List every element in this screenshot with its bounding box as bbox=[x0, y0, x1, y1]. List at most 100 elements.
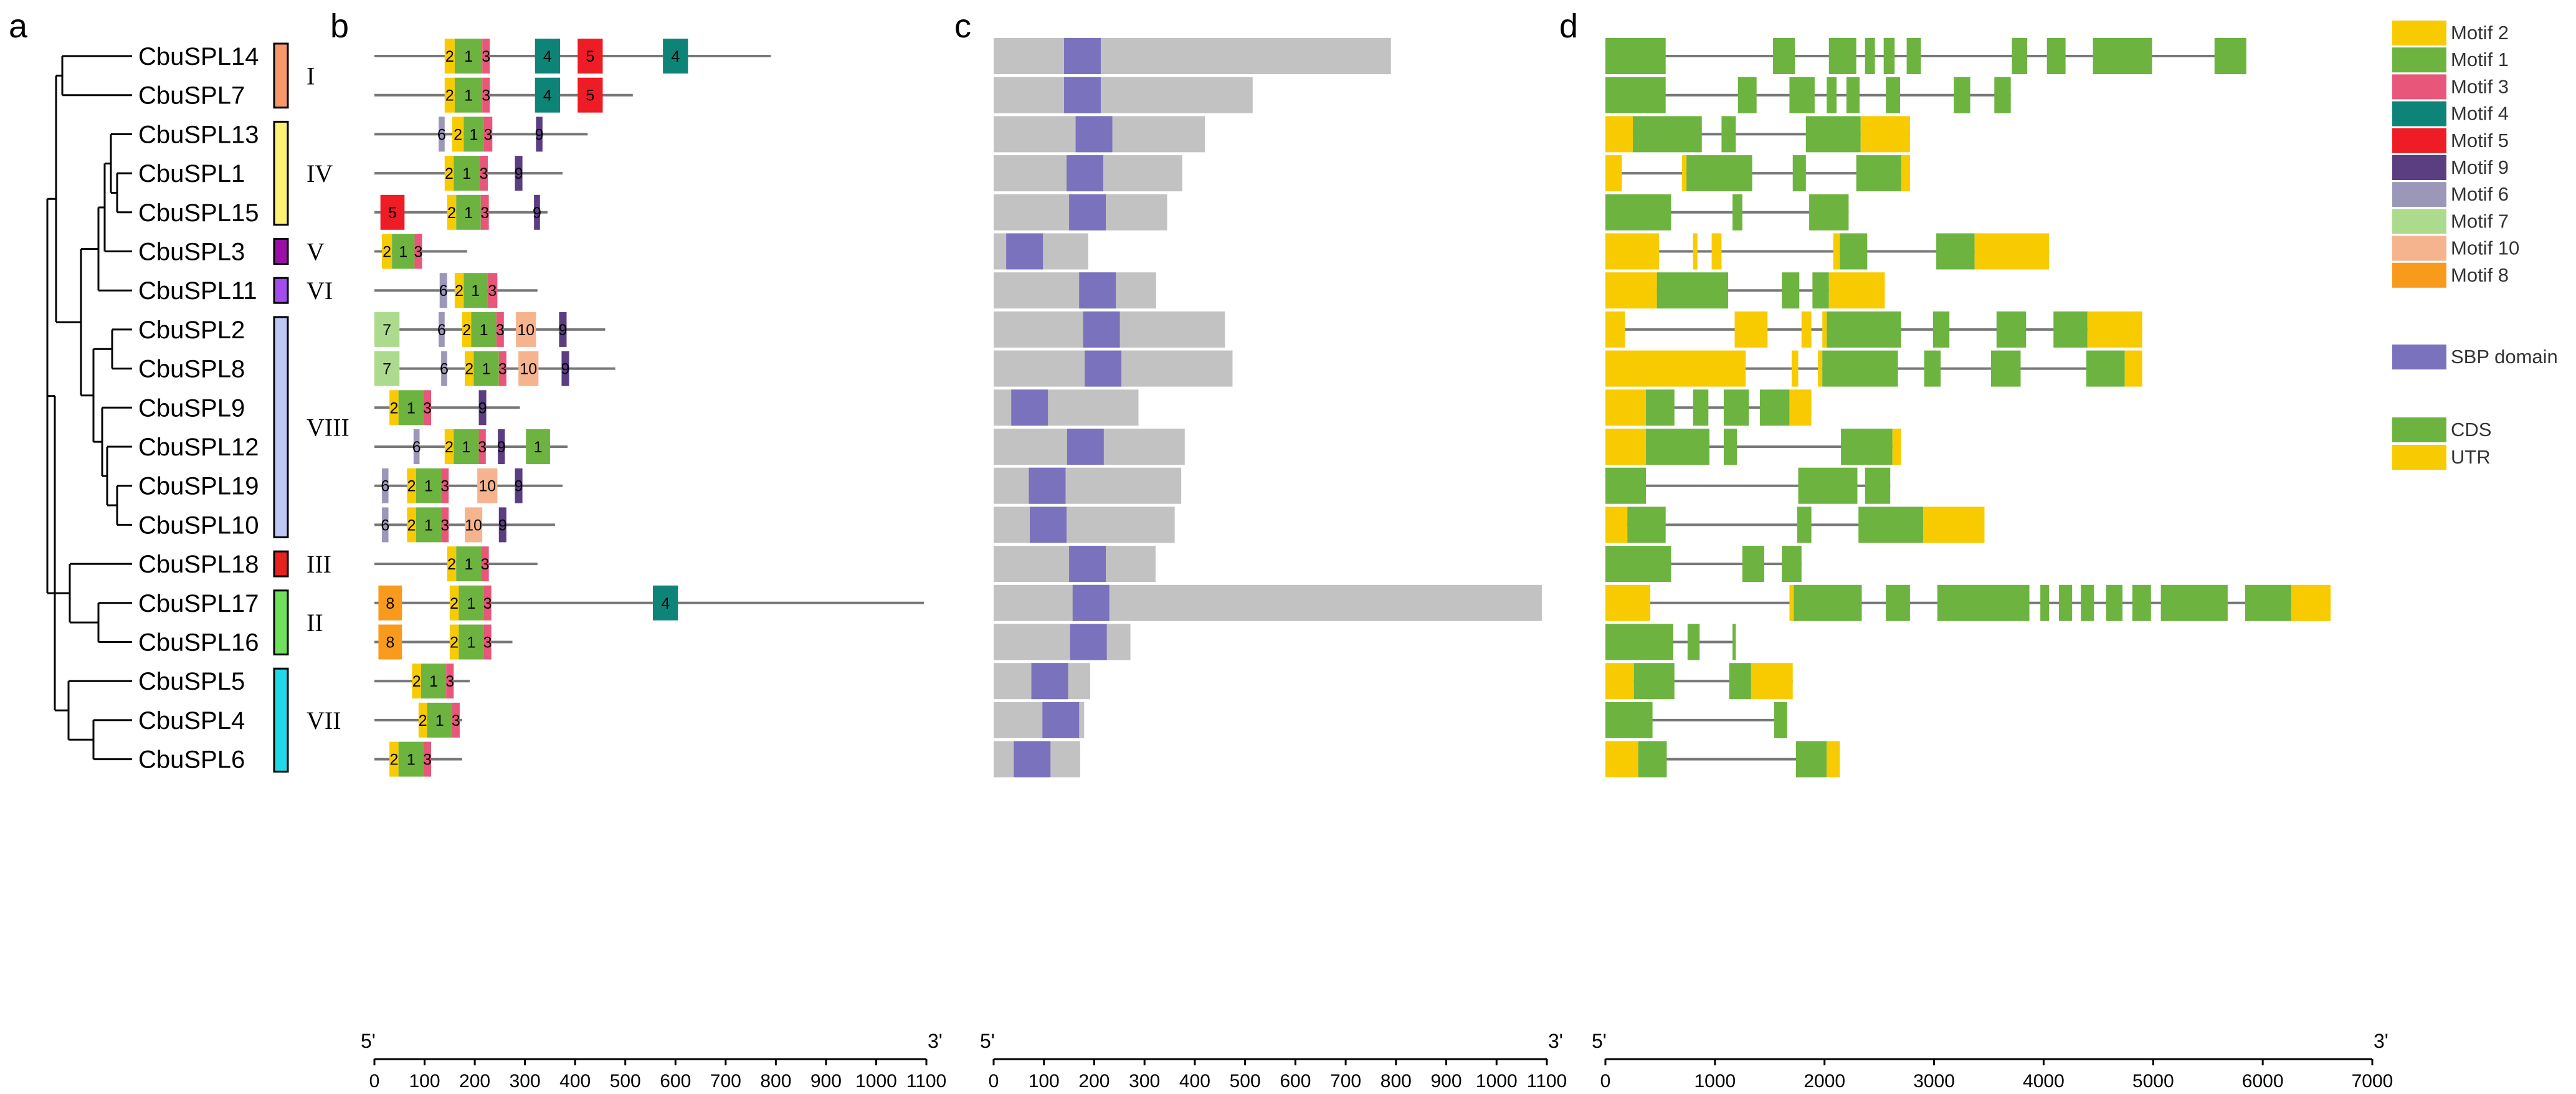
motif-1-box bbox=[416, 507, 442, 543]
cds-block bbox=[1936, 233, 1975, 270]
tick-label: 6000 bbox=[2242, 1071, 2284, 1092]
motif-7-box bbox=[374, 351, 400, 386]
panel-letter-b: b bbox=[330, 7, 349, 45]
motif-number: 4 bbox=[543, 48, 552, 65]
motif-number: 6 bbox=[381, 516, 389, 534]
motif-1-box bbox=[398, 741, 424, 777]
motif-number: 3 bbox=[440, 516, 449, 534]
motif-number: 5 bbox=[388, 204, 397, 222]
motif-9-box bbox=[561, 351, 569, 386]
gene-label: CbuSPL2 bbox=[138, 316, 245, 344]
utr-block bbox=[1605, 741, 1638, 778]
motif-2-box bbox=[447, 194, 457, 230]
tick-label: 600 bbox=[1280, 1071, 1311, 1092]
motif-number: 2 bbox=[455, 282, 463, 300]
gene-label: CbuSPL13 bbox=[138, 121, 259, 148]
motif-number: 1 bbox=[482, 361, 491, 378]
cds-block bbox=[2040, 584, 2050, 621]
sbp-domain bbox=[1006, 233, 1043, 270]
sbp-domain bbox=[1029, 467, 1066, 504]
group-bracket bbox=[273, 42, 289, 109]
utr-block bbox=[1682, 155, 1687, 192]
motif-2-box bbox=[407, 507, 416, 543]
axis-c: 0 100 200 300 400 500 600 700 800 900 1000 1100 5' 3' bbox=[980, 1030, 1567, 1092]
legend-swatch bbox=[2392, 235, 2446, 261]
cds-block bbox=[1638, 741, 1667, 778]
utr-block bbox=[1860, 116, 1910, 153]
cds-block bbox=[1797, 507, 1812, 543]
motif-5-box bbox=[577, 39, 603, 74]
cds-block bbox=[1632, 116, 1702, 153]
sbp-domain bbox=[1067, 155, 1103, 192]
motif-2-box bbox=[449, 624, 459, 660]
motif-3-box bbox=[423, 741, 432, 777]
motif-number: 6 bbox=[437, 321, 446, 339]
motif-3-box bbox=[496, 312, 504, 347]
motif-1-box bbox=[421, 664, 447, 699]
motif-2-box bbox=[389, 741, 399, 777]
motif-number: 9 bbox=[561, 361, 570, 378]
legend: Motif 2 Motif 1 Motif 3 Motif 4 Motif 5 Motif… bbox=[2392, 21, 2558, 470]
motif-number: 3 bbox=[496, 321, 505, 339]
motif-6-box bbox=[439, 117, 445, 152]
cds-block bbox=[1906, 38, 1921, 74]
cds-block bbox=[1809, 194, 1849, 231]
motif-number: 1 bbox=[462, 165, 471, 183]
sbp-domain bbox=[1031, 663, 1068, 700]
sbp-domain bbox=[1014, 741, 1051, 778]
motif-6-box bbox=[382, 507, 389, 543]
sbp-domain bbox=[1069, 194, 1106, 231]
motif-number: 1 bbox=[464, 87, 473, 105]
cds-block bbox=[1605, 624, 1674, 660]
cds-block bbox=[1996, 311, 2027, 348]
motif-number: 1 bbox=[424, 478, 433, 495]
gene-label: CbuSPL12 bbox=[138, 434, 259, 461]
motif-number: 9 bbox=[498, 516, 507, 534]
group-label: VII bbox=[307, 706, 341, 735]
motif-3-box bbox=[483, 624, 492, 660]
motif-3-box bbox=[446, 664, 454, 699]
motif-number: 2 bbox=[407, 516, 416, 534]
motif-2-box bbox=[449, 585, 459, 621]
motif-number: 3 bbox=[440, 478, 449, 495]
motif-number: 2 bbox=[447, 204, 456, 222]
motif-number: 3 bbox=[483, 126, 492, 143]
utr-block bbox=[2124, 350, 2142, 387]
tick-label: 0 bbox=[369, 1071, 380, 1092]
cds-block bbox=[1991, 350, 2021, 387]
cds-block bbox=[2046, 38, 2066, 74]
motif-3-box bbox=[452, 702, 460, 738]
motif-1-box bbox=[454, 39, 483, 74]
utr-block bbox=[1827, 741, 1840, 778]
tick-label: 600 bbox=[660, 1071, 691, 1092]
axis-end-label: 3' bbox=[1548, 1030, 1563, 1052]
motif-10-box bbox=[518, 351, 539, 386]
cds-block bbox=[1792, 155, 1806, 192]
tick-label: 700 bbox=[1330, 1071, 1361, 1092]
motif-3-box bbox=[481, 546, 489, 582]
group-label: VI bbox=[307, 277, 333, 305]
group-bracket bbox=[273, 238, 289, 265]
cds-block bbox=[1686, 155, 1752, 192]
motif-2-box bbox=[418, 702, 427, 738]
cds-block bbox=[1605, 38, 1666, 74]
motif-4-box bbox=[535, 77, 561, 113]
motif-2-box bbox=[462, 312, 472, 347]
utr-block bbox=[1974, 233, 2050, 270]
motif-number: 7 bbox=[383, 361, 391, 378]
utr-block bbox=[1822, 311, 1827, 348]
protein-panel bbox=[994, 38, 1542, 778]
cds-block bbox=[1812, 272, 1829, 309]
motif-number: 3 bbox=[478, 439, 487, 456]
sbp-domain bbox=[1042, 702, 1080, 738]
motif-number: 2 bbox=[407, 478, 416, 495]
sbp-domain bbox=[1075, 116, 1113, 153]
motif-6-box bbox=[441, 351, 447, 386]
cds-block bbox=[1693, 389, 1709, 426]
utr-block bbox=[1605, 272, 1657, 309]
group-bracket bbox=[273, 667, 289, 773]
cds-block bbox=[1605, 194, 1671, 231]
tick-label: 300 bbox=[510, 1071, 541, 1092]
cds-block bbox=[1729, 663, 1751, 700]
tick-label: 0 bbox=[989, 1071, 999, 1092]
